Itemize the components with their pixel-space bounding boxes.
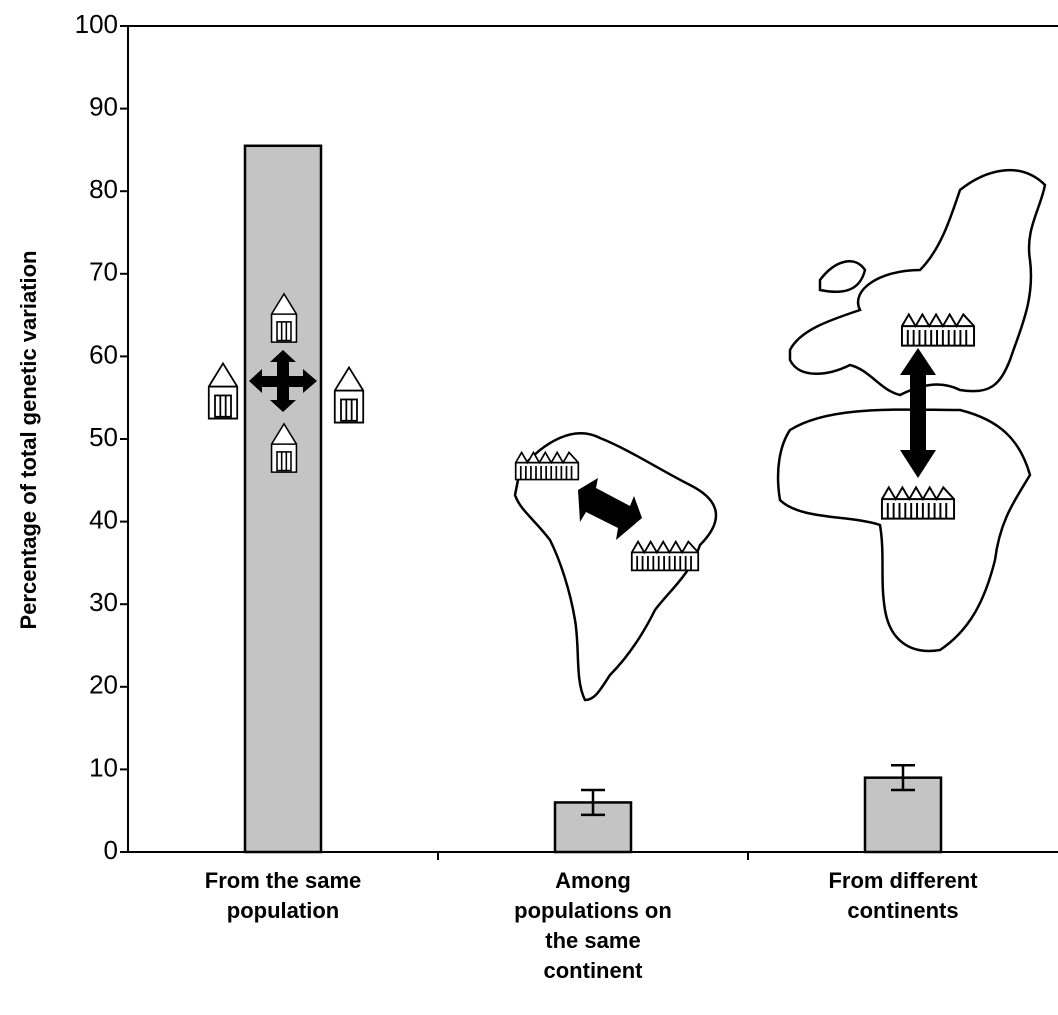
y-tick-label: 40 xyxy=(89,504,118,534)
y-tick-label: 100 xyxy=(75,9,118,39)
y-tick-label: 10 xyxy=(89,752,118,782)
house-icon xyxy=(335,367,363,422)
y-tick-label: 30 xyxy=(89,587,118,617)
house-icon xyxy=(209,363,237,418)
y-tick-label: 90 xyxy=(89,91,118,121)
y-tick-label: 60 xyxy=(89,339,118,369)
y-tick-label: 70 xyxy=(89,257,118,287)
chart: Percentage of total genetic variation 0 1… xyxy=(0,0,1058,1015)
y-tick-label: 80 xyxy=(89,174,118,204)
map-africa xyxy=(778,410,1030,651)
map-uk xyxy=(820,261,865,292)
village-icon xyxy=(516,452,579,479)
illustrations xyxy=(209,170,1045,700)
y-tick-label: 0 xyxy=(104,835,118,865)
y-tick-label: 20 xyxy=(89,670,118,700)
y-axis-label: Percentage of total genetic variation xyxy=(16,251,41,630)
bar xyxy=(245,146,321,852)
y-tick-label: 50 xyxy=(89,422,118,452)
